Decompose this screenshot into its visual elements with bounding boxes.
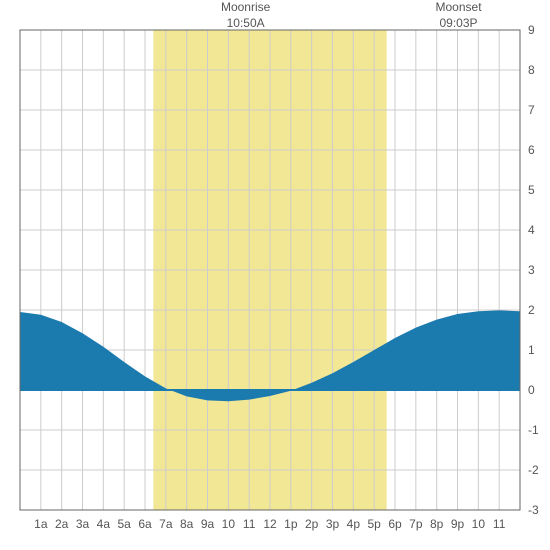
y-tick-label: 6 [528, 143, 535, 157]
x-tick-label: 4a [97, 517, 111, 531]
x-tick-label: 12 [263, 517, 277, 531]
tide-chart: Moonrise 10:50A Moonset 09:03P -3-2-1012… [0, 0, 550, 550]
x-tick-label: 3a [76, 517, 90, 531]
x-tick-label: 1a [34, 517, 48, 531]
x-tick-label: 5p [367, 517, 381, 531]
y-tick-label: 8 [528, 63, 535, 77]
y-tick-label: -2 [528, 463, 539, 477]
moonrise-label: Moonrise 10:50A [221, 0, 270, 31]
x-tick-label: 6p [388, 517, 402, 531]
x-tick-label: 1p [284, 517, 298, 531]
x-tick-label: 3p [326, 517, 340, 531]
x-tick-label: 2p [305, 517, 319, 531]
moonrise-time: 10:50A [221, 16, 270, 32]
y-tick-label: 2 [528, 303, 535, 317]
y-tick-label: 1 [528, 343, 535, 357]
x-tick-label: 9a [201, 517, 215, 531]
x-tick-label: 8a [180, 517, 194, 531]
x-tick-label: 10 [222, 517, 236, 531]
moonset-title: Moonset [436, 0, 482, 16]
y-tick-label: 3 [528, 263, 535, 277]
chart-svg: -3-2-101234567891a2a3a4a5a6a7a8a9a101112… [0, 0, 550, 550]
moonrise-title: Moonrise [221, 0, 270, 16]
y-tick-label: 9 [528, 23, 535, 37]
x-tick-label: 5a [117, 517, 131, 531]
x-tick-label: 4p [347, 517, 361, 531]
x-tick-label: 7a [159, 517, 173, 531]
moonset-label: Moonset 09:03P [436, 0, 482, 31]
moonset-time: 09:03P [436, 16, 482, 32]
y-tick-label: 0 [528, 383, 535, 397]
y-tick-label: 4 [528, 223, 535, 237]
y-tick-label: -3 [528, 503, 539, 517]
y-tick-label: -1 [528, 423, 539, 437]
x-tick-label: 8p [430, 517, 444, 531]
x-tick-label: 2a [55, 517, 69, 531]
x-tick-label: 11 [493, 517, 506, 531]
x-tick-label: 11 [243, 517, 256, 531]
x-tick-label: 10 [472, 517, 486, 531]
x-tick-label: 9p [451, 517, 465, 531]
x-tick-label: 6a [138, 517, 152, 531]
x-tick-label: 7p [409, 517, 423, 531]
y-tick-label: 7 [528, 103, 535, 117]
y-tick-label: 5 [528, 183, 535, 197]
